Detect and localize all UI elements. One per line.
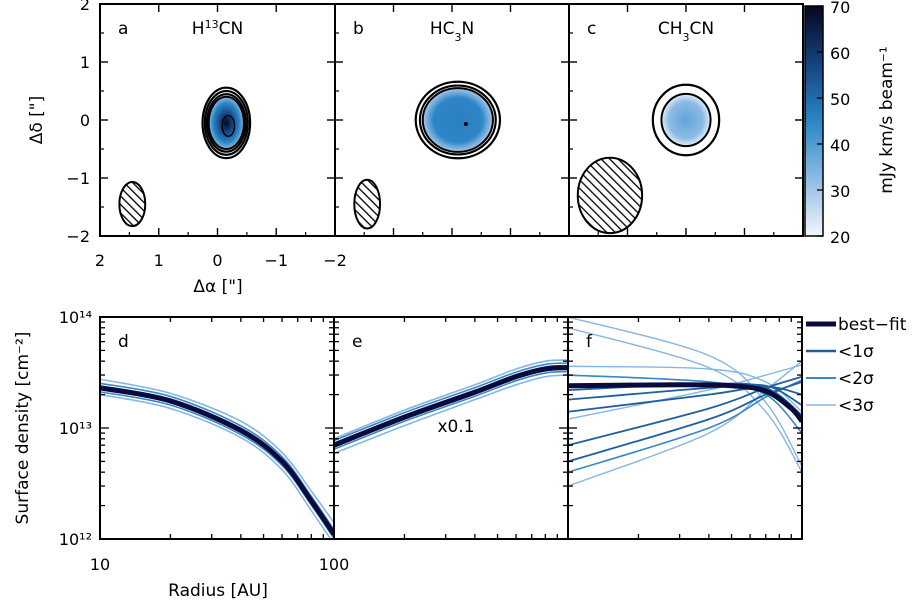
legend-label-1: <1σ — [838, 342, 874, 362]
colorbar: 70 60 50 40 30 20 mJy km/s beam⁻¹ — [804, 0, 897, 247]
map-xtick-label: −1 — [264, 251, 288, 270]
map-xlabel: Δα ["] — [193, 277, 242, 297]
emission-b — [421, 87, 494, 153]
profile-xtick-label: 10 — [90, 555, 110, 574]
panel-title-c: CH3CN — [658, 19, 714, 44]
profile-ytick-label: 10¹³ — [59, 419, 92, 438]
colorbar-label: mJy km/s beam⁻¹ — [877, 46, 897, 193]
profile-xlabel: Radius [AU] — [168, 581, 268, 601]
colorbar-tick-label: 50 — [830, 90, 850, 109]
legend: best−fit <1σ <2σ <3σ — [806, 315, 907, 416]
colorbar-tick-label: 70 — [830, 0, 850, 17]
beam-b — [353, 178, 382, 230]
profile-ytick-label: 10¹² — [59, 530, 92, 549]
map-panel-a: a H13CN — [99, 3, 336, 237]
panel-title-b: HC3N — [430, 19, 474, 44]
map-ytick-label: 2 — [80, 0, 90, 14]
beam-c — [576, 156, 644, 235]
sigma3-curve — [568, 327, 802, 473]
colorbar-tick-label: 40 — [830, 136, 850, 155]
emission-a — [207, 95, 245, 151]
profile-panel-d: d — [99, 316, 335, 540]
sigma3-curve — [568, 365, 802, 413]
sigma1-curve — [568, 375, 802, 447]
map-xtick-label: 2 — [95, 251, 105, 270]
beam-a — [118, 181, 147, 228]
peak-dot-b — [463, 122, 468, 126]
best-fit-curve — [100, 385, 334, 536]
map-xtick-label: 1 — [154, 251, 164, 270]
best-fit-curve — [568, 382, 802, 423]
map-ylabel: Δδ ["] — [27, 96, 47, 145]
sigma2-curve — [100, 382, 334, 531]
sigma3-curve — [568, 360, 802, 487]
sigma1-curve — [568, 382, 802, 417]
panel-letter-f: f — [586, 332, 593, 352]
map-ytick-label: −2 — [66, 227, 90, 246]
legend-label-2: <2σ — [838, 369, 874, 389]
sigma3-curve — [334, 374, 568, 455]
sigma1-curve — [568, 381, 802, 463]
map-panels: a H13CN b HC3N c CH3CN 2 1 0 −1 −2 2 1 0 −1 −2 Δα ["] Δδ … — [27, 0, 804, 297]
sigma3-curve — [100, 378, 334, 524]
map-ytick-label: 0 — [80, 111, 90, 130]
sigma1-curve — [568, 385, 802, 413]
map-xtick-label: 0 — [212, 251, 222, 270]
map-panel-b: b HC3N — [334, 3, 570, 237]
contour-peak-a — [221, 114, 236, 138]
emission-c — [660, 92, 712, 148]
best-fit-curve — [334, 365, 568, 448]
colorbar-tick-label: 20 — [830, 228, 850, 247]
map-ytick-label: 1 — [80, 53, 90, 72]
profile-frame-d — [99, 316, 335, 540]
map-panel-c: c CH3CN — [568, 3, 804, 237]
map-ytick-label: −1 — [66, 169, 90, 188]
sigma3-curve — [100, 393, 332, 539]
profile-panel-f: f — [567, 316, 803, 540]
profile-xtick-label: 100 — [319, 555, 350, 574]
panel-annotation-e: x0.1 — [437, 417, 474, 437]
panel-letter-e: e — [352, 332, 362, 352]
legend-label-3: <3σ — [838, 396, 874, 416]
sigma1-curve — [100, 385, 334, 534]
sigma1-curve — [100, 388, 334, 537]
panel-letter-c: c — [587, 19, 596, 39]
profile-ylabel: Surface density [cm⁻²] — [13, 332, 33, 525]
colorbar-scale — [804, 5, 824, 237]
profile-panel-e: e x0.1 — [333, 316, 569, 540]
colorbar-tick-label: 60 — [830, 44, 850, 63]
profile-frame-f — [567, 316, 803, 540]
curves-f — [568, 317, 802, 487]
profile-panels: d e x0.1 f 10 100 10¹² 10¹³ 10¹⁴ Radius [AU] Surfa… — [13, 308, 803, 601]
sigma2-curve — [334, 362, 568, 442]
sigma2-curve — [334, 370, 568, 450]
panel-letter-b: b — [353, 19, 364, 39]
panel-letter-a: a — [118, 19, 128, 39]
sigma3-curve — [334, 359, 568, 440]
map-xtick-label: −2 — [323, 251, 347, 270]
curves-e — [334, 359, 568, 455]
panel-letter-d: d — [118, 332, 129, 352]
profile-ytick-label: 10¹⁴ — [59, 308, 92, 327]
legend-label-0: best−fit — [838, 315, 907, 335]
panel-title-a: H13CN — [192, 18, 243, 40]
curves-d — [100, 378, 334, 539]
colorbar-tick-label: 30 — [830, 182, 850, 201]
sigma3-curve — [568, 317, 802, 467]
